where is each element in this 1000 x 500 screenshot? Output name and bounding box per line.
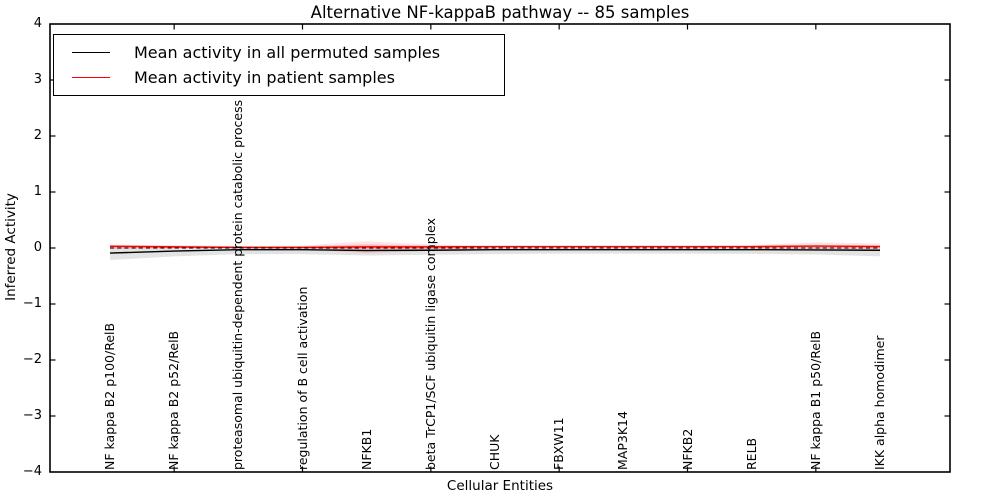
x-category-label: IKK alpha homodimer bbox=[872, 335, 887, 471]
band-permuted-sample-range bbox=[110, 245, 880, 261]
x-category-label: RELB bbox=[743, 437, 759, 470]
y-tick-label: 3 bbox=[33, 72, 42, 87]
legend: Mean activity in all permuted samples Me… bbox=[53, 34, 505, 96]
y-tick-label: −2 bbox=[22, 352, 42, 367]
x-category-label: NFKB1 bbox=[358, 428, 374, 470]
y-axis-title: Inferred Activity bbox=[3, 193, 19, 301]
y-tick-label: 2 bbox=[33, 128, 42, 143]
band-patient-sample-range-inner bbox=[110, 244, 880, 251]
x-category-label: beta TrCP1/SCF ubiquitin ligase complex bbox=[422, 218, 438, 470]
x-category-label: NF kappa B2 p52/RelB bbox=[166, 330, 182, 470]
y-tick-label: −1 bbox=[22, 296, 42, 311]
series-line-patient bbox=[109, 245, 881, 249]
patient-line-sample-icon bbox=[72, 76, 110, 78]
x-category-label: NF kappa B1 p50/RelB bbox=[807, 330, 823, 470]
x-category-label: NF kappa B2 p100/RelB bbox=[102, 322, 117, 470]
x-category-label: MAP3K14 bbox=[615, 411, 631, 470]
series-line-permuted bbox=[109, 248, 881, 254]
x-category-label: regulation of B cell activation bbox=[294, 286, 310, 470]
x-axis-title: Cellular Entities bbox=[446, 478, 554, 494]
legend-label: Mean activity in all permuted samples bbox=[134, 43, 441, 63]
y-tick-label: 1 bbox=[33, 184, 42, 199]
y-tick-label: −3 bbox=[22, 408, 42, 423]
x-category-label: CHUK bbox=[487, 434, 502, 470]
legend-item: Mean activity in all permuted samples bbox=[72, 43, 498, 62]
legend-label: Mean activity in patient samples bbox=[134, 67, 395, 87]
y-tick-label: 4 bbox=[33, 16, 42, 31]
y-tick-label: −4 bbox=[22, 464, 42, 479]
chart-title: Alternative NF-kappaB pathway -- 85 samp… bbox=[310, 3, 690, 22]
x-category-label: FBXW11 bbox=[551, 417, 567, 470]
x-category-label: NFKB2 bbox=[679, 428, 695, 470]
permuted-line-sample-icon bbox=[72, 52, 110, 54]
legend-item: Mean activity in patient samples bbox=[72, 68, 498, 87]
y-tick-label: 0 bbox=[33, 240, 42, 255]
x-category-label: proteasomal ubiquitin-dependent protein … bbox=[230, 99, 246, 470]
